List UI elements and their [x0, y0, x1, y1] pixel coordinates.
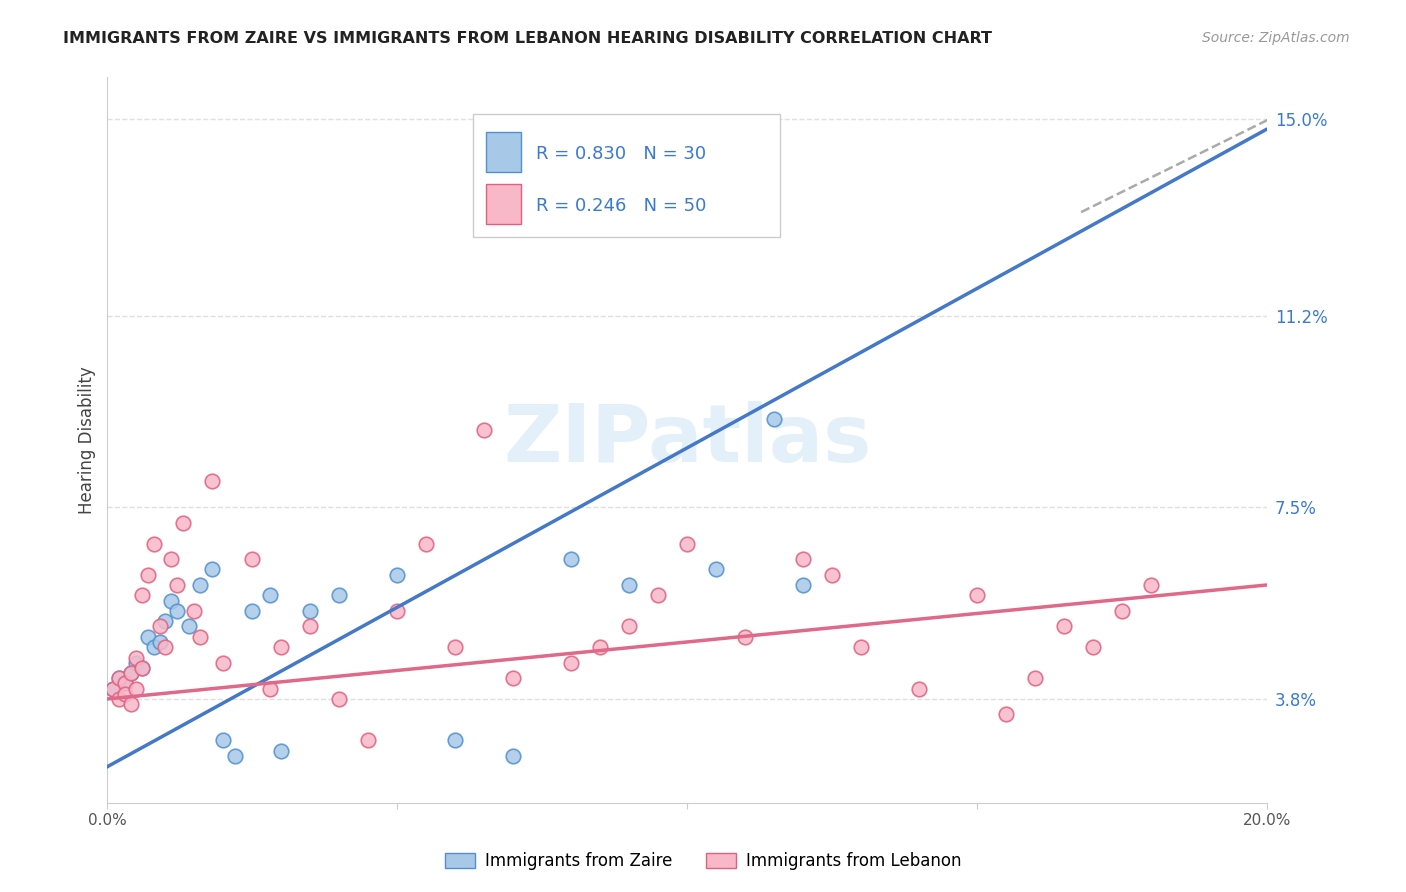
Y-axis label: Hearing Disability: Hearing Disability	[79, 366, 96, 514]
Point	[299, 604, 322, 618]
Point	[108, 692, 131, 706]
Point	[240, 604, 263, 618]
Point	[166, 578, 188, 592]
Point	[125, 650, 148, 665]
Point	[101, 681, 124, 696]
Point	[259, 588, 281, 602]
Point	[114, 687, 136, 701]
Point	[148, 635, 170, 649]
Point	[155, 614, 177, 628]
Point	[676, 536, 699, 550]
Point	[160, 593, 183, 607]
FancyBboxPatch shape	[486, 184, 522, 224]
Point	[101, 681, 124, 696]
Point	[1081, 640, 1104, 655]
Text: ZIPatlas: ZIPatlas	[503, 401, 872, 479]
Point	[966, 588, 988, 602]
Point	[472, 423, 495, 437]
Point	[177, 619, 200, 633]
Point	[762, 412, 785, 426]
Legend: Immigrants from Zaire, Immigrants from Lebanon: Immigrants from Zaire, Immigrants from L…	[439, 846, 967, 877]
Point	[908, 681, 931, 696]
Point	[357, 733, 380, 747]
Point	[142, 640, 165, 655]
Point	[125, 681, 148, 696]
Point	[155, 640, 177, 655]
Point	[188, 578, 211, 592]
Point	[560, 552, 582, 566]
Point	[160, 552, 183, 566]
Point	[270, 744, 292, 758]
Point	[114, 676, 136, 690]
Point	[444, 640, 467, 655]
Point	[502, 671, 524, 685]
Point	[114, 676, 136, 690]
Point	[183, 604, 205, 618]
Point	[589, 640, 612, 655]
Point	[201, 475, 224, 489]
Point	[415, 536, 437, 550]
Point	[387, 567, 409, 582]
Point	[201, 562, 224, 576]
Point	[125, 656, 148, 670]
Text: R = 0.830   N = 30: R = 0.830 N = 30	[536, 145, 706, 162]
Point	[136, 567, 159, 582]
Point	[120, 666, 142, 681]
Point	[131, 661, 153, 675]
Point	[270, 640, 292, 655]
Point	[108, 671, 131, 685]
Point	[120, 666, 142, 681]
Point	[1111, 604, 1133, 618]
Point	[387, 604, 409, 618]
Point	[328, 588, 350, 602]
Point	[148, 619, 170, 633]
Point	[1024, 671, 1046, 685]
Point	[821, 567, 844, 582]
Point	[444, 733, 467, 747]
Point	[120, 697, 142, 711]
Point	[560, 656, 582, 670]
Point	[647, 588, 669, 602]
Point	[617, 619, 640, 633]
Point	[188, 630, 211, 644]
Point	[212, 656, 235, 670]
FancyBboxPatch shape	[472, 113, 780, 237]
Point	[994, 707, 1017, 722]
Point	[849, 640, 872, 655]
Point	[792, 578, 814, 592]
Point	[131, 588, 153, 602]
Point	[131, 661, 153, 675]
Point	[328, 692, 350, 706]
Point	[172, 516, 194, 530]
Point	[259, 681, 281, 696]
Point	[224, 748, 246, 763]
Point	[136, 630, 159, 644]
Point	[166, 604, 188, 618]
Point	[212, 733, 235, 747]
Point	[502, 748, 524, 763]
Point	[108, 671, 131, 685]
Point	[299, 619, 322, 633]
Point	[1139, 578, 1161, 592]
Text: Source: ZipAtlas.com: Source: ZipAtlas.com	[1202, 31, 1350, 45]
Text: IMMIGRANTS FROM ZAIRE VS IMMIGRANTS FROM LEBANON HEARING DISABILITY CORRELATION : IMMIGRANTS FROM ZAIRE VS IMMIGRANTS FROM…	[63, 31, 993, 46]
Point	[704, 562, 727, 576]
Point	[734, 630, 756, 644]
Point	[617, 578, 640, 592]
Point	[1053, 619, 1076, 633]
Text: R = 0.246   N = 50: R = 0.246 N = 50	[536, 197, 707, 215]
Point	[792, 552, 814, 566]
FancyBboxPatch shape	[486, 132, 522, 171]
Point	[142, 536, 165, 550]
Point	[240, 552, 263, 566]
